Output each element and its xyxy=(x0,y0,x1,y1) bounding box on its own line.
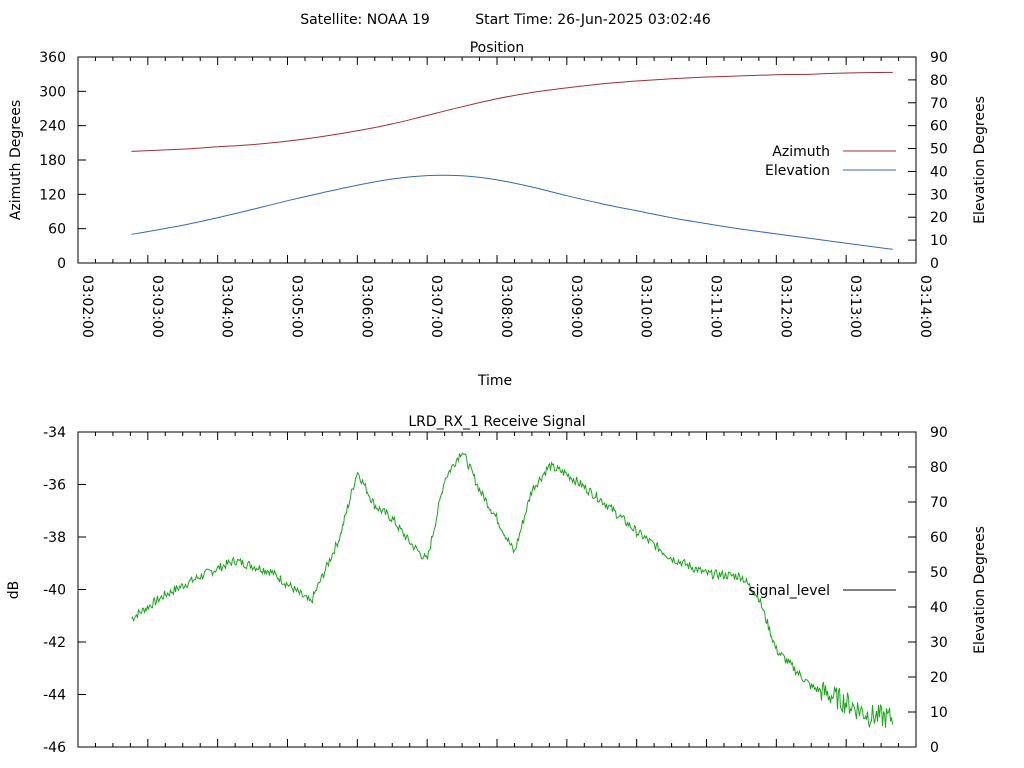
position-x-tick-label: 03:08:00 xyxy=(498,275,514,338)
position-chart: Position 03:02:00 03:03:00 03:04:00 03:05:0… xyxy=(8,40,988,389)
position-x-tick-label: 03:03:00 xyxy=(149,275,165,338)
position-x-axis-label: Time xyxy=(477,373,512,389)
position-x-tick-label: 03:04:00 xyxy=(219,275,235,338)
signal-y2-tick-label: 60 xyxy=(930,530,948,546)
signal-y2-tick-label: 10 xyxy=(930,705,948,721)
position-y2-tick-label: 70 xyxy=(930,96,948,112)
signal-x-ticks xyxy=(77,432,917,747)
signal-y2-tick-label: 50 xyxy=(930,565,948,581)
position-y2-tick-label: 80 xyxy=(930,73,948,89)
signal-y2-tick-label: 40 xyxy=(930,600,948,616)
position-x-tick-label: 03:10:00 xyxy=(638,275,654,338)
series-line-azimuth xyxy=(131,71,893,152)
position-y2-ticks: 0 10 20 30 40 50 60 70 80 90 xyxy=(908,50,948,272)
series-line-signal-level xyxy=(131,452,893,729)
position-y2-tick-label: 50 xyxy=(930,142,948,158)
position-x-tick-label: 03:12:00 xyxy=(777,275,793,338)
position-y2-tick-label: 20 xyxy=(930,210,948,226)
position-y-ticks: 0 60 120 180 240 300 360 xyxy=(39,50,86,272)
signal-y-tick-label: -46 xyxy=(43,740,66,756)
signal-series-lines xyxy=(131,452,893,729)
position-y-tick-label: 180 xyxy=(39,153,66,169)
position-y-tick-label: 300 xyxy=(39,84,66,100)
position-y2-tick-label: 40 xyxy=(930,164,948,180)
position-y2-tick-label: 10 xyxy=(930,233,948,249)
position-y-axis-label: Azimuth Degrees xyxy=(8,100,24,220)
position-x-ticks: 03:02:00 03:03:00 03:04:00 03:05:00 03:06:00… xyxy=(77,57,933,338)
signal-y-tick-label: -34 xyxy=(43,425,66,441)
position-y2-tick-label: 90 xyxy=(930,50,948,66)
signal-y-ticks: -34 -36 -38 -40 -42 -44 -46 xyxy=(43,425,86,756)
position-x-tick-label: 03:11:00 xyxy=(708,275,724,338)
signal-y-tick-label: -38 xyxy=(43,530,66,546)
signal-y2-tick-label: 30 xyxy=(930,635,948,651)
signal-chart-title: LRD_RX_1 Receive Signal xyxy=(408,414,585,430)
signal-y-tick-label: -36 xyxy=(43,478,66,494)
position-y-tick-label: 240 xyxy=(39,119,66,135)
signal-y2-axis-label: Elevation Degrees xyxy=(972,526,988,654)
signal-chart: LRD_RX_1 Receive Signal -34-36-38-40-42-… xyxy=(6,414,988,756)
signal-y-tick-label: -40 xyxy=(43,583,66,599)
position-y-tick-label: 0 xyxy=(57,256,66,272)
position-series-lines xyxy=(131,71,893,250)
position-x-tick-label: 03:05:00 xyxy=(289,275,305,338)
position-y2-tick-label: 60 xyxy=(930,119,948,135)
position-x-tick-label: 03:07:00 xyxy=(428,275,444,338)
position-x-tick-label: 03:14:00 xyxy=(917,275,933,338)
position-x-tick-label: 03:09:00 xyxy=(568,275,584,338)
signal-y-tick-label: -42 xyxy=(43,635,66,651)
satellite-label: Satellite: NOAA 19 xyxy=(300,12,430,28)
legend-label-azimuth: Azimuth xyxy=(772,144,830,160)
signal-y2-tick-label: 20 xyxy=(930,670,948,686)
legend-label-signal-level: signal_level xyxy=(748,583,830,599)
position-y2-tick-label: 0 xyxy=(930,256,939,272)
position-plot-frame xyxy=(77,56,917,264)
signal-y2-tick-label: 70 xyxy=(930,495,948,511)
signal-y-tick-label: -44 xyxy=(43,688,66,704)
signal-y2-tick-label: 80 xyxy=(930,460,948,476)
legend-label-elevation: Elevation xyxy=(765,163,830,179)
position-x-tick-label: 03:13:00 xyxy=(847,275,863,338)
position-x-tick-label: 03:06:00 xyxy=(358,275,374,338)
position-chart-title: Position xyxy=(470,40,525,56)
series-line-elevation xyxy=(131,174,893,250)
position-y-tick-label: 60 xyxy=(48,222,66,238)
position-x-tick-label: 03:02:00 xyxy=(79,275,95,338)
position-y-tick-label: 120 xyxy=(39,187,66,203)
signal-y-axis-label: dB xyxy=(6,581,22,600)
position-y-tick-label: 360 xyxy=(39,50,66,66)
signal-y2-tick-label: 90 xyxy=(930,425,948,441)
position-y2-axis-label: Elevation Degrees xyxy=(972,96,988,224)
signal-y2-tick-label: 0 xyxy=(930,740,939,756)
signal-y2-ticks: 0 10 20 30 40 50 60 70 80 90 xyxy=(908,425,948,756)
start-time-label: Start Time: 26-Jun-2025 03:02:46 xyxy=(475,12,711,28)
position-y2-tick-label: 30 xyxy=(930,187,948,203)
